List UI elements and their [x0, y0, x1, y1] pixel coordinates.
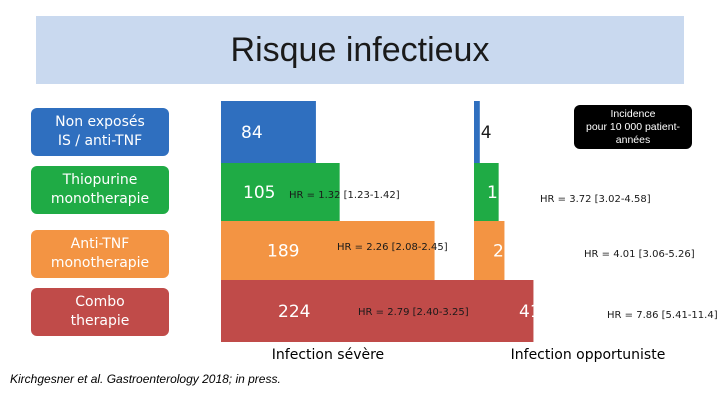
chart-title: Risque infectieux	[230, 30, 490, 69]
severe-axis-label: Infection sévère	[272, 347, 384, 363]
category-label-anti-tnf: Anti-TNF monotherapie	[31, 230, 169, 278]
severe-bar	[221, 163, 340, 221]
title-banner: Risque infectieux	[36, 16, 684, 84]
severe-hr-label: HR = 1.32 [1.23-1.42]	[289, 190, 400, 201]
category-label-text: Combo therapie	[70, 294, 130, 329]
severe-hr-label: HR = 2.79 [2.40-3.25]	[358, 307, 469, 318]
opportunistic-bar	[474, 163, 499, 221]
severe-value-label: 105	[243, 183, 275, 203]
category-label-non-exposes: Non exposés IS / anti-TNF	[31, 108, 169, 156]
opportunistic-axis-label: Infection opportuniste	[511, 347, 666, 363]
opportunistic-bar	[474, 221, 505, 280]
opportunistic-value-label: 21	[493, 242, 515, 262]
category-label-text: Anti-TNF monotherapie	[50, 236, 150, 271]
opportunistic-hr-label: HR = 4.01 [3.06-5.26]	[584, 249, 695, 260]
severe-bar	[221, 221, 435, 280]
opportunistic-value-label: 17	[487, 183, 509, 203]
opportunistic-bar	[474, 101, 480, 163]
category-label-text: Thiopurine monotherapie	[50, 172, 150, 207]
category-label-thiopurine: Thiopurine monotherapie	[31, 166, 169, 214]
opportunistic-value-label: 4	[481, 123, 492, 143]
incidence-note: Incidence pour 10 000 patient- années	[574, 105, 692, 149]
opportunistic-value-label: 41	[519, 302, 541, 322]
severe-bar	[221, 280, 475, 342]
category-label-text: Non exposés IS / anti-TNF	[55, 114, 145, 149]
opportunistic-hr-label: HR = 7.86 [5.41-11.4]	[607, 310, 718, 321]
citation: Kirchgesner et al. Gastroenterology 2018…	[10, 372, 281, 386]
severe-bar	[221, 101, 316, 163]
incidence-note-text: Incidence pour 10 000 patient- années	[586, 107, 680, 146]
opportunistic-bar	[474, 280, 534, 342]
severe-value-label: 224	[278, 302, 310, 322]
opportunistic-hr-label: HR = 3.72 [3.02-4.58]	[540, 194, 651, 205]
category-label-combo: Combo therapie	[31, 288, 169, 336]
severe-value-label: 189	[267, 242, 299, 262]
severe-hr-label: HR = 2.26 [2.08-2.45]	[337, 242, 448, 253]
severe-value-label: 84	[241, 123, 263, 143]
